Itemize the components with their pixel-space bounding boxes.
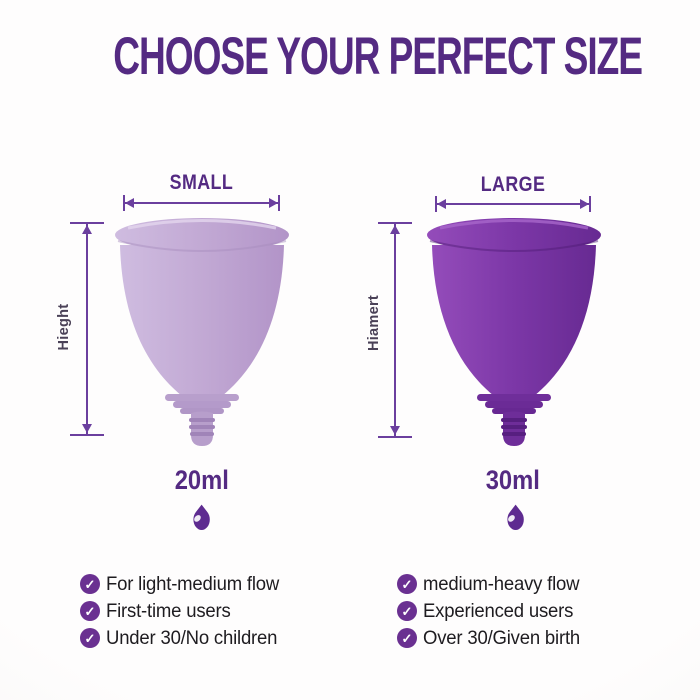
arrowhead-left-icon <box>125 198 134 208</box>
capacity-label-large: 30ml <box>485 465 541 495</box>
arrowhead-down-icon <box>82 424 92 433</box>
check-icon: ✓ <box>80 628 100 648</box>
check-icon: ✓ <box>397 574 417 594</box>
page-title: CHOOSE YOUR PERFECT SIZE <box>113 27 643 86</box>
size-label-small: SMALL <box>169 171 234 194</box>
feature-text: First-time users <box>106 599 231 622</box>
arrowhead-down-icon <box>390 426 400 435</box>
feature-text: Experienced users <box>423 599 574 622</box>
check-icon: ✓ <box>397 628 417 648</box>
list-item: ✓ Under 30/No children <box>80 626 288 649</box>
checklist-large: ✓ medium-heavy flow ✓ Experienced users … <box>397 572 588 649</box>
feature-text: Over 30/Given birth <box>423 626 581 649</box>
large-cup-illustration <box>427 218 601 446</box>
feature-text: For light-medium flow <box>106 572 280 595</box>
list-item: ✓ medium-heavy flow <box>397 572 588 595</box>
check-icon: ✓ <box>397 601 417 621</box>
height-arrow-large <box>375 222 415 438</box>
arrowhead-left-icon <box>437 199 446 209</box>
arrowhead-right-icon <box>269 198 278 208</box>
height-label-small: Hieght <box>56 303 72 351</box>
droplet-icon <box>504 504 528 535</box>
height-label-large: Hiamert <box>366 294 382 352</box>
arrowhead-up-icon <box>390 225 400 234</box>
feature-text: Under 30/No children <box>106 626 278 649</box>
check-icon: ✓ <box>80 601 100 621</box>
page-title-wrap: CHOOSE YOUR PERFECT SIZE <box>0 30 700 83</box>
list-item: ✓ First-time users <box>80 599 288 622</box>
arrowhead-up-icon <box>82 225 92 234</box>
width-arrow-large <box>435 196 591 212</box>
size-label-large: LARGE <box>480 173 546 196</box>
arrowhead-right-icon <box>580 199 589 209</box>
height-arrow-small <box>67 222 107 436</box>
small-cup-illustration <box>115 218 289 446</box>
checklist-small: ✓ For light-medium flow ✓ First-time use… <box>80 572 288 649</box>
capacity-label-small: 20ml <box>174 465 229 495</box>
check-icon: ✓ <box>80 574 100 594</box>
width-arrow-small <box>123 195 280 211</box>
list-item: ✓ For light-medium flow <box>80 572 288 595</box>
list-item: ✓ Over 30/Given birth <box>397 626 588 649</box>
list-item: ✓ Experienced users <box>397 599 588 622</box>
feature-text: medium-heavy flow <box>423 572 580 595</box>
droplet-icon <box>190 504 214 535</box>
